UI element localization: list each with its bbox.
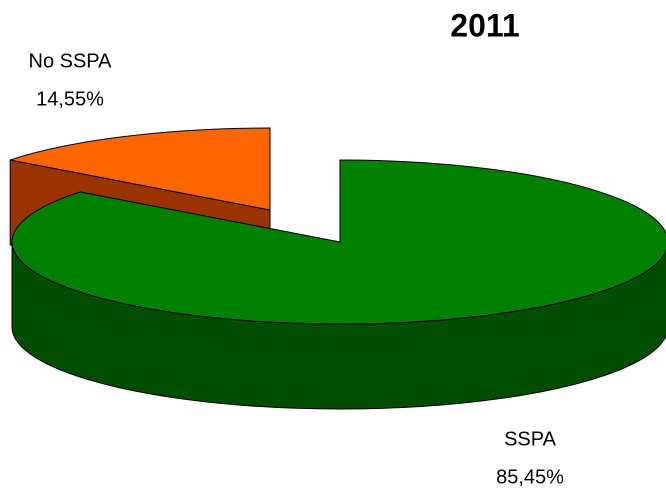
slice-value-label: 14,55% xyxy=(36,88,104,110)
slice xyxy=(10,127,271,211)
chart-title: 2011 xyxy=(450,7,519,43)
slice-label: No SSPA xyxy=(29,50,113,72)
slice xyxy=(11,159,666,325)
slice-label: SSPA xyxy=(504,428,557,450)
slice-value-label: 85,45% xyxy=(496,466,564,488)
